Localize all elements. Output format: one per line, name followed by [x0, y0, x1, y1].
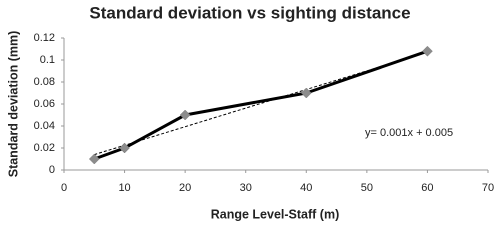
x-tick-label: 30	[240, 182, 252, 194]
x-tick-label: 10	[118, 182, 130, 194]
y-tick-label: 0.02	[34, 142, 55, 154]
data-point	[422, 45, 433, 57]
y-tick-label: 0.06	[34, 98, 55, 110]
series-line	[93, 49, 428, 161]
data-point	[300, 87, 312, 99]
x-tick-label: 0	[61, 182, 67, 194]
data-point	[119, 142, 130, 154]
data-point	[179, 109, 191, 121]
x-axis-title: Range Level-Staff (m)	[211, 207, 340, 221]
y-tick-label: 0.08	[34, 76, 55, 88]
x-tick-label: 60	[421, 182, 433, 194]
chart: Standard deviation vs sighting distance …	[6, 3, 494, 221]
y-tick-label: 0	[49, 164, 55, 176]
page: Standard deviation vs sighting distance …	[6, 3, 495, 222]
data-point	[88, 153, 100, 165]
y-tick-label: 0.12	[34, 32, 55, 44]
y-tick-label: 0.04	[34, 120, 55, 132]
x-tick-label: 50	[361, 182, 373, 194]
y-axis-title: Standard deviation (mm)	[6, 31, 20, 178]
x-tick-label: 70	[482, 182, 494, 194]
x-tick-label: 40	[300, 182, 312, 194]
y-tick-label: 0.1	[40, 54, 55, 66]
x-tick-label: 20	[179, 182, 191, 194]
trend-equation: y= 0.001x + 0.005	[365, 127, 453, 139]
chart-title: Standard deviation vs sighting distance	[89, 3, 410, 22]
